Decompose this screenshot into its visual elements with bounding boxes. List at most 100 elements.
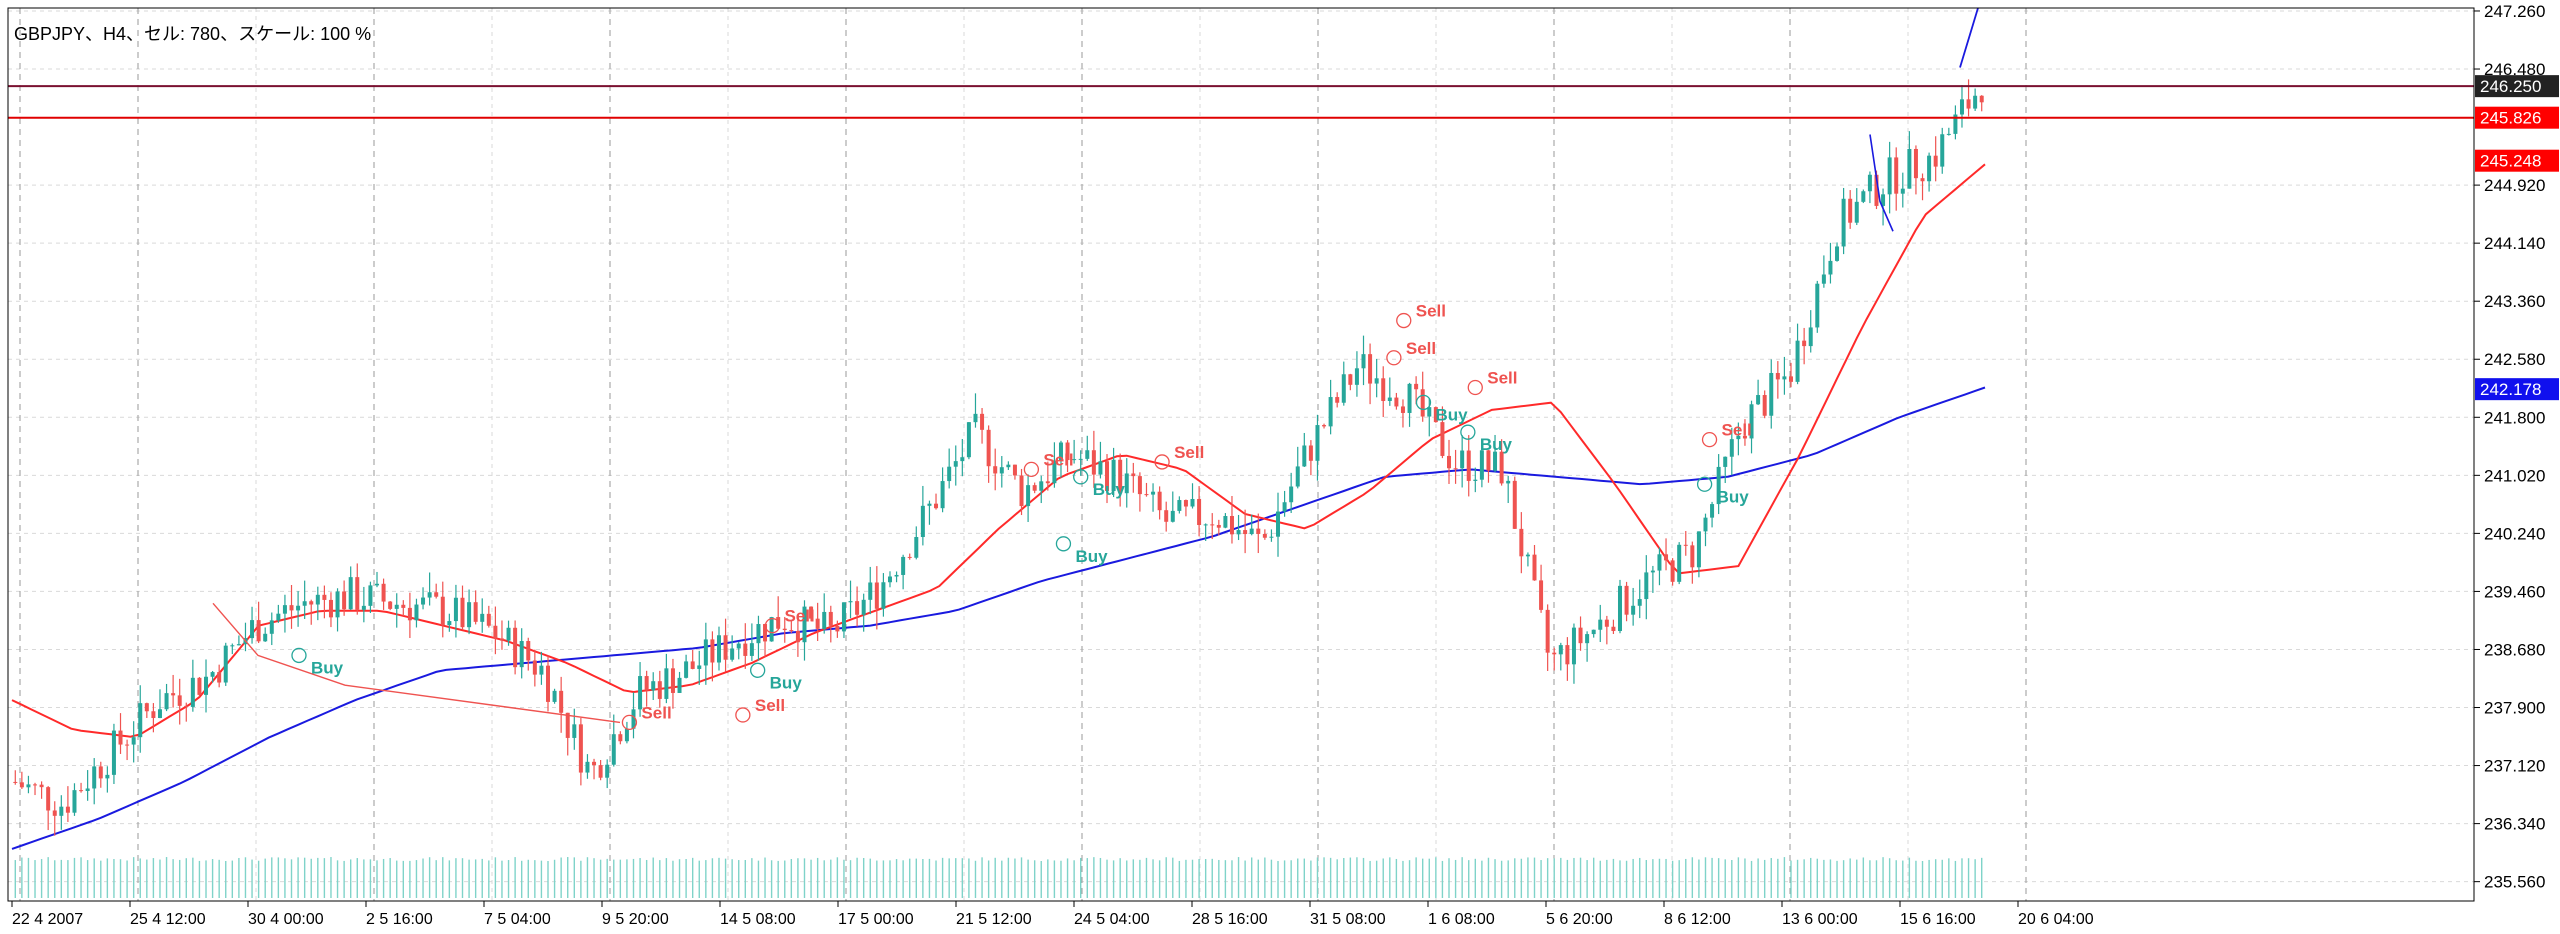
candle-body [447, 621, 452, 626]
signal-label-buy: Buy [1075, 547, 1108, 566]
candle-body [1703, 517, 1708, 532]
candle-body [684, 661, 689, 678]
candle-body [1802, 340, 1807, 347]
candle-body [1933, 155, 1938, 167]
candle-body [1591, 629, 1596, 635]
candle-body [1236, 530, 1241, 535]
candle-body [1631, 605, 1636, 615]
candle-body [1894, 157, 1899, 194]
candle-body [1394, 397, 1399, 407]
candle-body [795, 630, 800, 643]
candle-body [1664, 554, 1669, 561]
x-tick-label: 8 6 12:00 [1664, 911, 1731, 928]
candle-body [802, 606, 807, 643]
candle-body [1460, 450, 1465, 469]
candle-body [1210, 524, 1215, 526]
x-tick-label: 9 5 20:00 [602, 911, 669, 928]
indicator-price-label: 245.248 [2480, 152, 2541, 171]
candle-body [1677, 544, 1682, 582]
candle-body [184, 705, 189, 707]
y-tick-label: 235.560 [2484, 873, 2545, 892]
candle-body [322, 594, 327, 600]
level-price-label: 246.250 [2480, 77, 2541, 96]
candle-body [361, 605, 366, 610]
candle-body [835, 625, 840, 632]
trade-signals: Buy Sell Buy Sell Sell Sell Buy Buy Sell Sell Sell… [291, 302, 1752, 731]
candle-body [927, 503, 932, 506]
candle-body [1144, 494, 1149, 496]
signal-label-sell: Sell [1406, 339, 1436, 358]
candle-body [756, 624, 761, 644]
candle-body [901, 556, 906, 575]
candle-body [1769, 372, 1774, 416]
candle-body [651, 681, 656, 691]
horizontal-levels: 246.250 245.826 245.248 242.178 [8, 75, 2559, 401]
y-tick-label: 241.800 [2484, 408, 2545, 427]
candle-body [861, 599, 866, 615]
candle-body [947, 466, 952, 482]
signal-label-buy: Buy [1480, 435, 1513, 454]
y-tick-label: 244.140 [2484, 234, 2545, 253]
candle-body [1723, 456, 1728, 467]
candle-body [46, 787, 51, 811]
candle-body [1295, 466, 1300, 487]
candle-body [874, 582, 879, 609]
candle-body [1197, 498, 1202, 526]
candle-body [1762, 395, 1767, 416]
candle-body [1756, 395, 1761, 405]
candle-body [138, 703, 143, 738]
signal-marker [1415, 394, 1432, 411]
candle-body [1854, 201, 1859, 223]
signal-marker [1701, 431, 1718, 448]
candle-body [1782, 376, 1787, 380]
candle-body [39, 784, 44, 788]
candle-body [1151, 491, 1156, 495]
y-tick-label: 237.900 [2484, 699, 2545, 718]
x-tick-label: 7 5 04:00 [484, 911, 551, 928]
signal-marker [1386, 350, 1402, 366]
candle-body [33, 784, 38, 786]
candle-body [1328, 397, 1333, 427]
zigzag-line [212, 602, 621, 724]
candle-body [92, 766, 97, 789]
candle-body [131, 737, 136, 745]
candle-body [1624, 585, 1629, 615]
signal-marker [1073, 469, 1089, 485]
candle-body [1565, 645, 1570, 665]
signal-label-sell: Sell [784, 607, 814, 626]
signal-label-buy: Buy [770, 673, 803, 692]
candle-body [1558, 645, 1563, 655]
candle-body [118, 730, 123, 745]
candle-body [1913, 148, 1918, 179]
candle-body [1341, 374, 1346, 403]
candle-body [440, 596, 445, 626]
candle-body [986, 429, 991, 467]
candle-body [1170, 510, 1175, 522]
y-tick-label: 242.580 [2484, 350, 2545, 369]
candle-body [401, 604, 406, 608]
candle-body [1026, 485, 1031, 507]
candle-body [1670, 560, 1675, 582]
candle-body [1874, 174, 1879, 206]
grid [8, 8, 2474, 901]
candle-body [940, 481, 945, 509]
candle-body [1683, 544, 1688, 546]
candle-body [1262, 533, 1267, 538]
level-price-tag [2475, 106, 2559, 129]
candle-body [1414, 383, 1419, 390]
candle-body [1716, 466, 1721, 505]
candle-body [1078, 458, 1083, 460]
candle-body [749, 643, 754, 656]
candle-body [1966, 99, 1971, 109]
candle-body [677, 677, 682, 693]
candle-body [230, 645, 235, 647]
candle-body [1585, 634, 1590, 644]
candle-body [296, 605, 301, 611]
candle-body [1019, 475, 1024, 507]
signal-marker [1023, 461, 1040, 478]
candle-body [1308, 445, 1313, 461]
candle-body [355, 577, 360, 610]
candle-body [276, 613, 281, 621]
ma-fast-path [11, 163, 1986, 738]
candle-body [697, 665, 702, 669]
